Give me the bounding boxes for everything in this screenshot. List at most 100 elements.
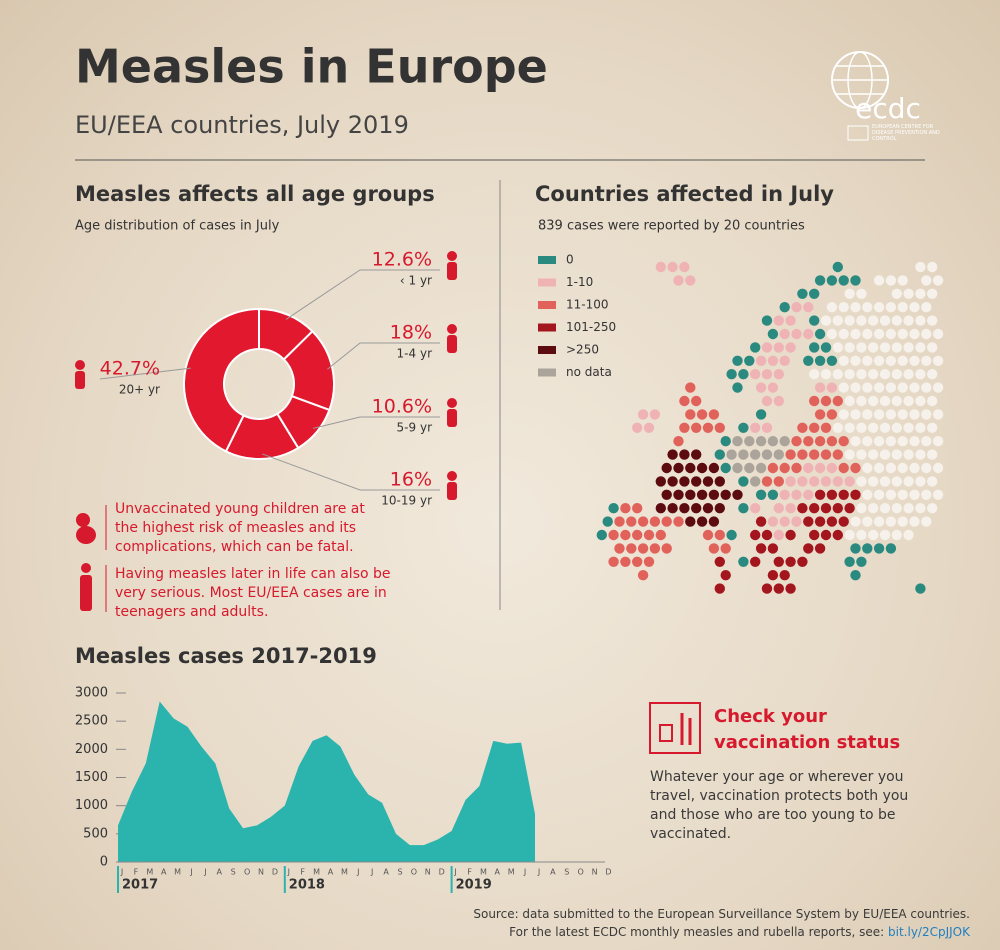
hex xyxy=(732,382,743,393)
hex xyxy=(879,476,891,487)
value-label: 12.6% xyxy=(372,249,432,271)
hex xyxy=(897,462,908,474)
hex xyxy=(862,302,873,313)
hex xyxy=(738,369,749,380)
hex xyxy=(856,476,867,487)
year-label: 2017 xyxy=(122,878,158,893)
hex xyxy=(761,529,773,541)
hex xyxy=(868,369,879,380)
x-tick-label: M xyxy=(313,868,320,877)
hex xyxy=(679,395,690,407)
hex xyxy=(632,529,643,541)
hex xyxy=(773,449,784,460)
category-label: ‹ 1 yr xyxy=(400,274,432,288)
hex xyxy=(909,302,920,313)
hex xyxy=(932,275,944,286)
hex xyxy=(608,529,619,541)
leader-line xyxy=(312,416,440,429)
hex xyxy=(643,422,655,433)
x-tick-label: J xyxy=(189,868,192,877)
hex xyxy=(826,516,838,527)
hex xyxy=(832,395,843,407)
x-tick-label: M xyxy=(341,868,348,877)
hex xyxy=(773,342,784,353)
hex xyxy=(744,436,755,447)
hex xyxy=(915,288,926,299)
source-link[interactable]: bit.ly/2CpJJOK xyxy=(888,925,970,939)
hex xyxy=(655,529,666,541)
hex xyxy=(921,462,932,474)
hex xyxy=(779,489,790,500)
hex xyxy=(814,382,826,393)
x-tick-label: M xyxy=(146,868,153,877)
hex xyxy=(844,369,855,380)
hex xyxy=(814,543,826,554)
hex xyxy=(738,503,749,514)
hex xyxy=(714,529,725,541)
hex xyxy=(779,328,790,340)
hex xyxy=(809,529,820,541)
hex xyxy=(661,516,672,527)
hex xyxy=(720,570,731,581)
hex xyxy=(862,462,873,474)
x-tick-label: J xyxy=(287,868,290,877)
title: Measles in Europe xyxy=(75,40,548,94)
hex xyxy=(761,449,773,460)
hex xyxy=(761,395,773,407)
hex xyxy=(755,355,767,366)
hex xyxy=(620,529,631,541)
legend-label: >250 xyxy=(566,343,599,357)
hex xyxy=(779,436,790,447)
legend-label: 101-250 xyxy=(566,320,616,334)
x-tick-label: D xyxy=(439,868,445,877)
legend-label: no data xyxy=(566,365,612,379)
hex xyxy=(862,436,873,447)
hex xyxy=(708,489,720,500)
hex xyxy=(856,369,867,380)
hex xyxy=(903,369,914,380)
hex xyxy=(797,288,808,299)
category-label: 10-19 yr xyxy=(381,494,432,508)
hex xyxy=(661,543,672,554)
hex xyxy=(826,462,838,474)
hex xyxy=(744,355,755,366)
hex xyxy=(649,409,661,420)
hex xyxy=(915,342,926,353)
hex xyxy=(885,462,897,474)
hex xyxy=(856,342,867,353)
hex xyxy=(791,328,802,340)
hex xyxy=(932,489,944,500)
legend-swatch xyxy=(538,323,556,332)
hex xyxy=(897,409,908,420)
hex xyxy=(838,328,849,340)
hex xyxy=(873,489,885,500)
hex xyxy=(685,462,696,474)
hex xyxy=(891,449,902,460)
hex xyxy=(873,275,885,286)
hex xyxy=(667,261,678,273)
hex xyxy=(856,422,867,433)
hex xyxy=(909,462,920,474)
hex xyxy=(809,288,820,299)
hex xyxy=(667,503,678,514)
hex xyxy=(773,583,784,594)
hex xyxy=(921,275,932,286)
hex xyxy=(632,422,643,433)
y-tick-label: 1000 xyxy=(75,798,108,813)
hex xyxy=(803,489,814,500)
hex xyxy=(927,315,938,326)
hex xyxy=(891,395,902,407)
category-label: 5-9 yr xyxy=(397,421,433,435)
hex xyxy=(850,570,861,581)
hex xyxy=(620,503,631,514)
x-tick-label: D xyxy=(605,868,611,877)
hex xyxy=(679,449,690,460)
hex xyxy=(915,369,926,380)
hex xyxy=(909,328,920,340)
hex xyxy=(797,422,808,433)
hex xyxy=(655,476,666,487)
logo-caption-box: EUROPEAN CENTRE FOR DISEASE PREVENTION A… xyxy=(872,124,940,142)
hex xyxy=(761,422,773,433)
hex xyxy=(773,395,784,407)
